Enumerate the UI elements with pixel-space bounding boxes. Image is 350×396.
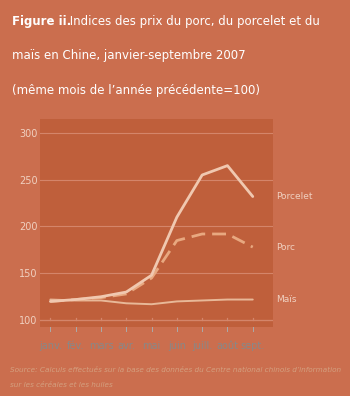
Text: août: août — [216, 341, 238, 351]
Text: Figure ii.: Figure ii. — [12, 15, 71, 29]
Text: janv.: janv. — [39, 341, 62, 351]
Text: sur les céréales et les huiles: sur les céréales et les huiles — [10, 383, 113, 388]
Text: mai: mai — [142, 341, 161, 351]
Text: Maïs: Maïs — [276, 295, 297, 304]
Text: maïs en Chine, janvier-septembre 2007: maïs en Chine, janvier-septembre 2007 — [12, 49, 246, 62]
Text: sept.: sept. — [241, 341, 265, 351]
Text: Porcelet: Porcelet — [276, 192, 313, 201]
Text: Source: Calculs effectués sur la base des données du Centre national chinois d’i: Source: Calculs effectués sur la base de… — [10, 367, 342, 373]
Text: (même mois de l’année précédente=100): (même mois de l’année précédente=100) — [12, 84, 260, 97]
Text: fév.: fév. — [67, 341, 84, 351]
Text: juill.: juill. — [192, 341, 212, 351]
Text: juin: juin — [168, 341, 186, 351]
Text: mars: mars — [89, 341, 113, 351]
Text: Porc: Porc — [276, 243, 295, 251]
Text: Indices des prix du porc, du porcelet et du: Indices des prix du porc, du porcelet et… — [66, 15, 320, 29]
Text: avr.: avr. — [117, 341, 135, 351]
